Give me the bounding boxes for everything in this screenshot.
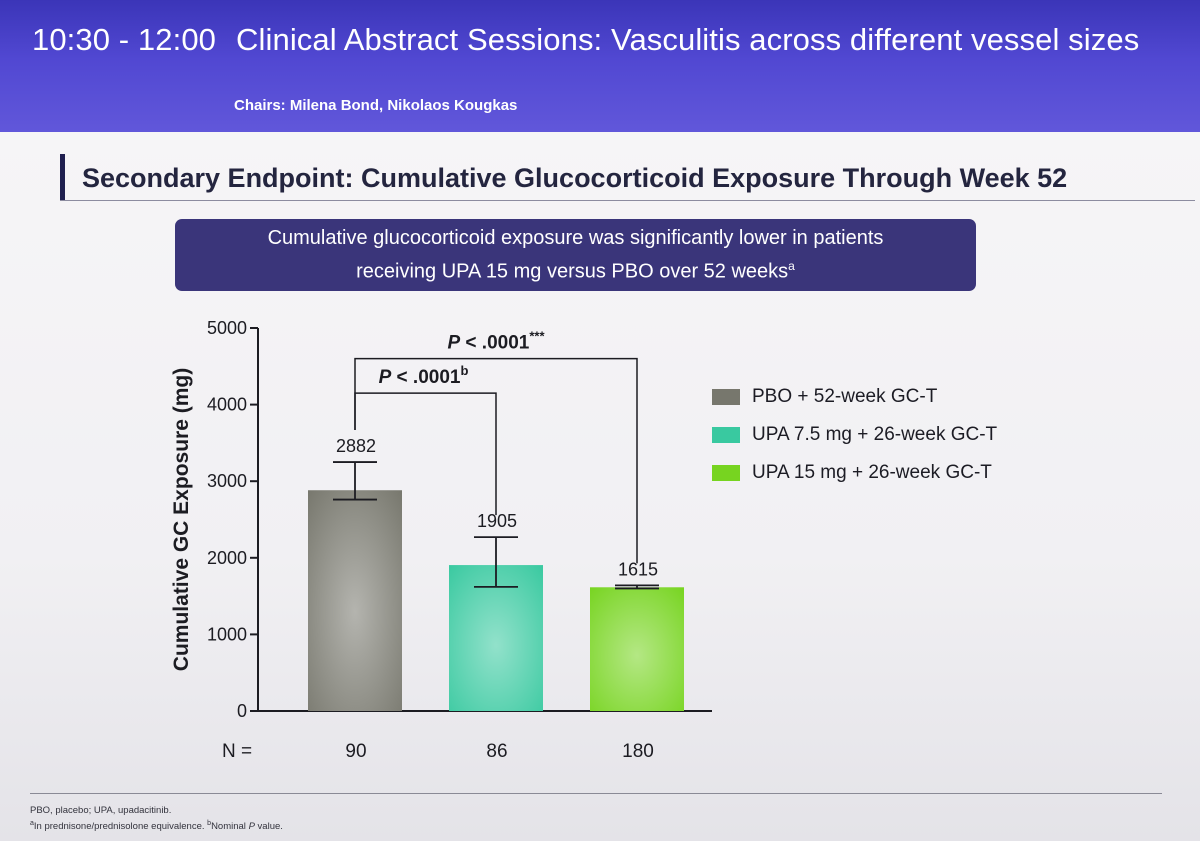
footnote-divider [30, 793, 1162, 794]
legend-label-2: UPA 7.5 mg + 26-week GC-T [752, 424, 998, 445]
footnote-marker-b: b [207, 820, 212, 827]
bar-1-n-value: 90 [345, 741, 366, 762]
y-axis-label: Cumulative GC Exposure (mg) [170, 368, 193, 671]
bar-1-shade [308, 490, 402, 711]
bar-1-value-label: 2882 [336, 436, 376, 456]
key-finding-callout: Cumulative glucocorticoid exposure was s… [175, 219, 976, 291]
legend-item-3: UPA 15 mg + 26-week GC-T [712, 454, 997, 492]
callout-line-1: Cumulative glucocorticoid exposure was s… [267, 227, 884, 250]
callout-line-2-text: receiving UPA 15 mg versus PBO over 52 w… [356, 260, 789, 283]
bar-2-value-label: 1905 [477, 511, 517, 531]
footnote-notes: aIn prednisone/prednisolone equivalence.… [30, 820, 283, 832]
legend-swatch-2 [712, 427, 740, 443]
session-time: 10:30 - 12:00 [32, 22, 217, 57]
legend-label-3: UPA 15 mg + 26-week GC-T [752, 462, 992, 483]
bar-2-n-value: 86 [486, 741, 507, 762]
comparison-1-p-value: P < .0001b [379, 363, 469, 388]
legend-item-1: PBO + 52-week GC-T [712, 378, 997, 416]
callout-line-2: receiving UPA 15 mg versus PBO over 52 w… [175, 252, 976, 286]
bar-2-shade [449, 565, 543, 711]
footnote-abbreviations: PBO, placebo; UPA, upadacitinib. [30, 805, 172, 816]
callout-superscript: a [788, 259, 795, 274]
y-tick-label: 0 [237, 701, 247, 721]
bar-3-n-value: 180 [622, 741, 654, 762]
chart-legend: PBO + 52-week GC-T UPA 7.5 mg + 26-week G… [712, 378, 997, 492]
title-divider [60, 200, 1195, 201]
legend-label-1: PBO + 52-week GC-T [752, 386, 938, 407]
session-title: 10:30 - 12:00 Clinical Abstract Sessions:… [32, 22, 1139, 58]
n-label: N = [222, 741, 252, 762]
y-tick-label: 3000 [207, 471, 247, 491]
comparison-2-p-value: P < .0001*** [447, 329, 545, 354]
session-banner: 10:30 - 12:00 Clinical Abstract Sessions:… [0, 0, 1200, 132]
title-accent-bar [60, 154, 65, 200]
footnote-marker-a: a [30, 820, 34, 827]
legend-item-2: UPA 7.5 mg + 26-week GC-T [712, 416, 997, 454]
bar-3-shade [590, 587, 684, 711]
legend-swatch-3 [712, 465, 740, 481]
footnote-a: In prednisone/prednisolone equivalence. [33, 821, 208, 833]
slide-title: Secondary Endpoint: Cumulative Glucocort… [82, 163, 1068, 193]
y-tick-label: 1000 [207, 624, 247, 644]
legend-swatch-1 [712, 389, 740, 405]
y-tick-label: 2000 [207, 548, 247, 568]
comparison-bracket-2 [354, 357, 638, 564]
footnote-b-italic: P [248, 821, 255, 833]
session-chairs: Chairs: Milena Bond, Nikolaos Kougkas [234, 97, 518, 114]
footnote-b-suffix: value. [254, 821, 283, 833]
session-name: Clinical Abstract Sessions: Vasculitis a… [236, 22, 1140, 57]
bar-3-value-label: 1615 [618, 559, 658, 579]
footnote-b-prefix: Nominal [211, 821, 249, 833]
y-tick-label: 5000 [207, 318, 247, 338]
y-tick-label: 4000 [207, 395, 247, 415]
